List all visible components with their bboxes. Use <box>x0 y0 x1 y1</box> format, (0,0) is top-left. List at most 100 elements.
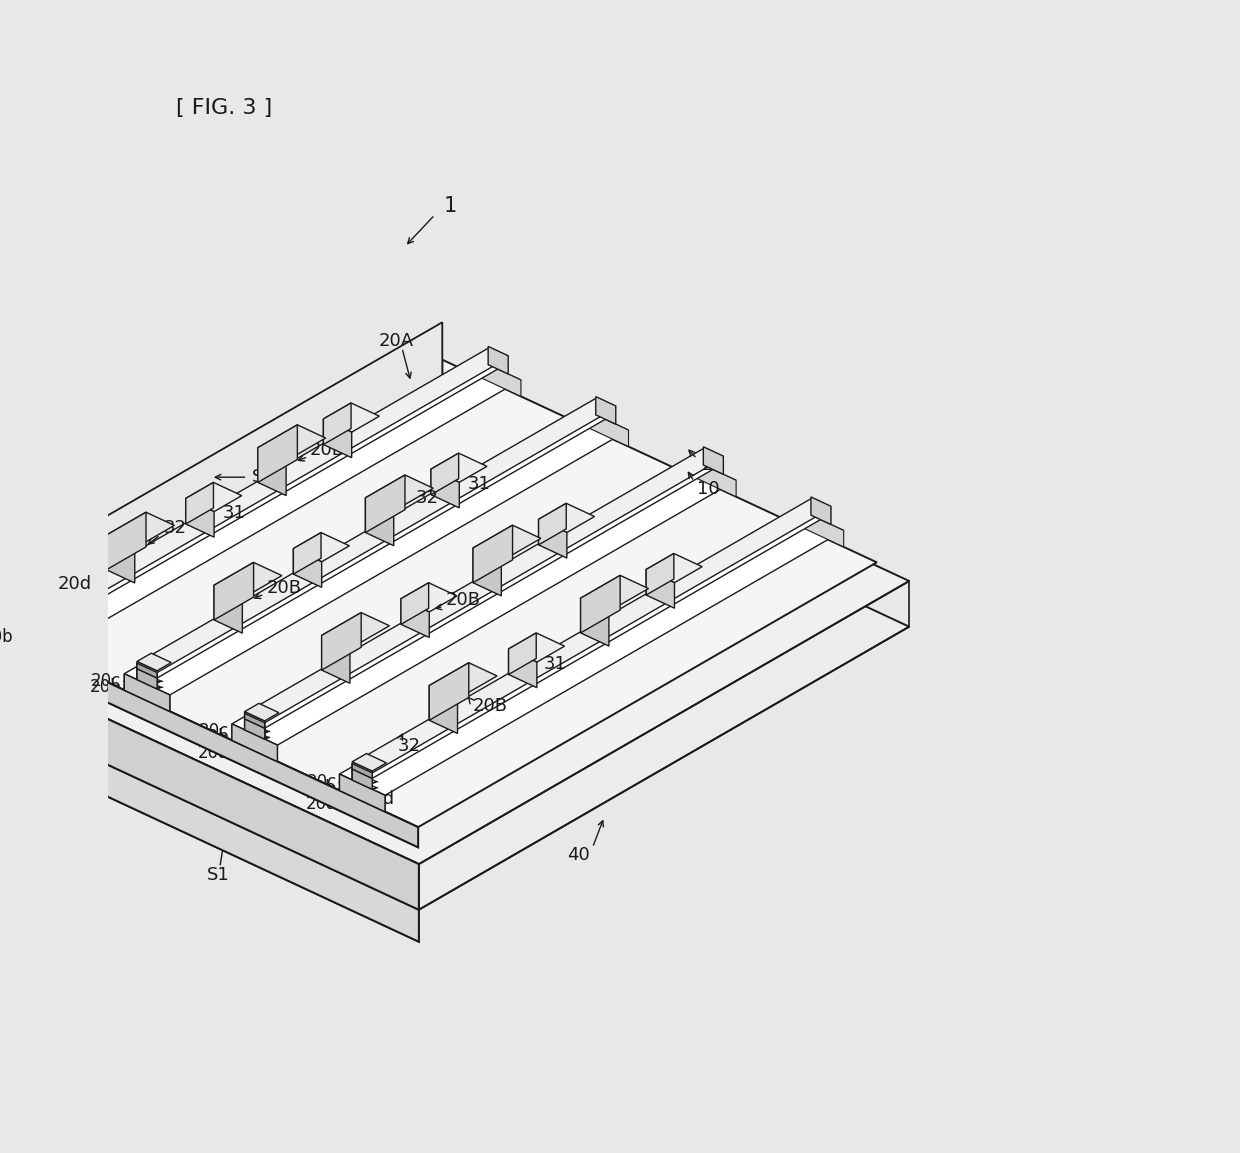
Polygon shape <box>244 718 264 739</box>
Text: 31: 31 <box>544 655 567 673</box>
Text: 20B: 20B <box>267 579 301 597</box>
Polygon shape <box>138 662 157 689</box>
Polygon shape <box>138 399 616 672</box>
Polygon shape <box>0 625 418 847</box>
Polygon shape <box>324 402 351 445</box>
Text: S1: S1 <box>207 866 229 884</box>
Polygon shape <box>294 533 350 562</box>
Text: 20: 20 <box>702 457 724 474</box>
Polygon shape <box>0 646 419 910</box>
Polygon shape <box>429 663 469 721</box>
Polygon shape <box>258 424 298 482</box>
Polygon shape <box>352 769 372 790</box>
Polygon shape <box>352 769 372 790</box>
Polygon shape <box>324 419 352 458</box>
Polygon shape <box>30 348 508 623</box>
Text: 20b: 20b <box>0 628 14 646</box>
Polygon shape <box>294 533 321 574</box>
Polygon shape <box>244 454 723 729</box>
Polygon shape <box>646 570 675 609</box>
Polygon shape <box>366 498 394 545</box>
Polygon shape <box>366 475 405 533</box>
Polygon shape <box>340 774 384 812</box>
Polygon shape <box>324 402 379 432</box>
Polygon shape <box>508 633 536 675</box>
Polygon shape <box>124 673 170 711</box>
Polygon shape <box>475 359 521 397</box>
Text: 20c: 20c <box>198 723 229 740</box>
Text: 31: 31 <box>469 475 491 493</box>
Polygon shape <box>432 453 487 482</box>
Polygon shape <box>508 633 564 662</box>
Polygon shape <box>244 714 264 729</box>
Text: 32: 32 <box>398 737 422 755</box>
Polygon shape <box>595 397 616 424</box>
Polygon shape <box>0 692 419 942</box>
Polygon shape <box>580 598 609 646</box>
Polygon shape <box>646 553 702 582</box>
Polygon shape <box>352 762 372 790</box>
Polygon shape <box>244 703 279 721</box>
Polygon shape <box>107 512 146 570</box>
Polygon shape <box>432 469 459 507</box>
Polygon shape <box>138 663 157 678</box>
Polygon shape <box>30 613 50 628</box>
Text: 20B: 20B <box>310 442 345 459</box>
Polygon shape <box>646 553 673 595</box>
Text: 10: 10 <box>697 480 719 498</box>
Text: 40: 40 <box>568 846 590 864</box>
Polygon shape <box>30 618 50 639</box>
Polygon shape <box>16 624 62 661</box>
Polygon shape <box>352 763 372 778</box>
Text: 20B: 20B <box>472 698 507 715</box>
Polygon shape <box>232 459 737 745</box>
Polygon shape <box>232 724 278 762</box>
Polygon shape <box>366 475 433 511</box>
Polygon shape <box>691 459 737 497</box>
Polygon shape <box>0 360 877 827</box>
Polygon shape <box>30 611 50 639</box>
Polygon shape <box>138 663 157 678</box>
Polygon shape <box>472 548 501 596</box>
Polygon shape <box>508 649 537 687</box>
Text: 20c: 20c <box>306 773 336 791</box>
Text: 20b: 20b <box>197 729 229 746</box>
Polygon shape <box>30 613 50 628</box>
Polygon shape <box>138 654 171 671</box>
Polygon shape <box>244 449 723 723</box>
Text: 20a: 20a <box>197 745 229 762</box>
Text: 20a: 20a <box>305 794 336 813</box>
Polygon shape <box>0 323 443 645</box>
Polygon shape <box>583 409 629 446</box>
Polygon shape <box>16 624 62 661</box>
Polygon shape <box>352 499 831 773</box>
Polygon shape <box>138 404 616 678</box>
Polygon shape <box>124 673 170 711</box>
Polygon shape <box>294 549 321 587</box>
Text: 32: 32 <box>164 519 186 537</box>
Polygon shape <box>472 525 512 582</box>
Polygon shape <box>186 498 215 537</box>
Polygon shape <box>186 482 242 512</box>
Polygon shape <box>401 582 429 624</box>
Polygon shape <box>0 360 443 645</box>
Polygon shape <box>138 669 157 689</box>
Polygon shape <box>321 612 389 649</box>
Polygon shape <box>0 363 441 692</box>
Polygon shape <box>538 504 594 533</box>
Polygon shape <box>244 714 264 729</box>
Polygon shape <box>811 497 831 525</box>
Text: 20d: 20d <box>58 575 92 593</box>
Polygon shape <box>0 408 909 910</box>
Polygon shape <box>186 482 213 523</box>
Text: 31: 31 <box>223 505 246 522</box>
Polygon shape <box>30 603 63 620</box>
Polygon shape <box>0 408 441 724</box>
Text: 20B: 20B <box>445 591 480 609</box>
Polygon shape <box>401 598 429 638</box>
Polygon shape <box>352 754 387 771</box>
Polygon shape <box>0 625 418 847</box>
Polygon shape <box>244 718 264 739</box>
Polygon shape <box>429 686 458 733</box>
Polygon shape <box>580 575 649 611</box>
